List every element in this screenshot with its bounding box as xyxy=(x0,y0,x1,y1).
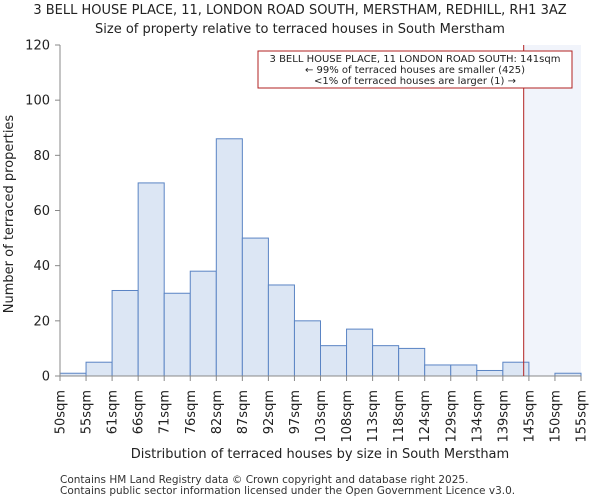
y-tick-label: 40 xyxy=(33,259,50,274)
x-tick-label: 129sqm xyxy=(444,390,459,443)
bar xyxy=(502,361,530,377)
bar xyxy=(476,369,504,377)
bar xyxy=(111,289,139,377)
chart-title: 3 BELL HOUSE PLACE, 11, LONDON ROAD SOUT… xyxy=(33,3,566,18)
x-tick-label: 108sqm xyxy=(340,390,355,443)
bars-group xyxy=(59,138,582,377)
annotation-line-3: <1% of terraced houses are larger (1) → xyxy=(314,76,516,87)
y-tick-label: 100 xyxy=(25,94,50,109)
x-tick-label: 97sqm xyxy=(288,390,303,434)
bar xyxy=(346,328,374,377)
x-tick-label: 113sqm xyxy=(366,390,381,443)
y-axis-label: Number of terraced properties xyxy=(2,115,17,314)
y-tick-label: 60 xyxy=(33,204,50,219)
bar xyxy=(85,361,113,377)
x-tick-label: 139sqm xyxy=(496,390,511,443)
x-tick-label: 124sqm xyxy=(418,390,433,443)
highlight-region xyxy=(523,45,581,376)
x-tick-label: 150sqm xyxy=(548,390,563,443)
annotation-line-1: 3 BELL HOUSE PLACE, 11 LONDON ROAD SOUTH… xyxy=(270,54,561,65)
bar xyxy=(189,270,217,377)
x-tick-label: 76sqm xyxy=(184,390,199,434)
bar xyxy=(320,345,348,377)
x-tick-label: 92sqm xyxy=(262,390,277,434)
x-tick-label: 71sqm xyxy=(158,390,173,434)
bar xyxy=(398,347,426,377)
x-tick-label: 145sqm xyxy=(522,390,537,443)
x-tick-label: 87sqm xyxy=(236,390,251,434)
bar xyxy=(267,284,295,377)
footer-line-1: Contains HM Land Registry data © Crown c… xyxy=(60,474,468,486)
annotation-box xyxy=(257,50,573,89)
bar xyxy=(163,292,191,377)
x-tick-label: 82sqm xyxy=(210,390,225,434)
x-tick-label: 55sqm xyxy=(80,390,95,434)
x-tick-label: 50sqm xyxy=(54,390,69,434)
chart-subtitle: Size of property relative to terraced ho… xyxy=(95,22,505,37)
bar xyxy=(450,364,478,377)
annotation-line-2: ← 99% of terraced houses are smaller (42… xyxy=(305,65,525,76)
x-tick-label: 103sqm xyxy=(314,390,329,443)
x-tick-label: 61sqm xyxy=(106,390,121,434)
bar xyxy=(293,320,322,377)
y-tick-label: 120 xyxy=(25,39,50,54)
y-tick-label: 20 xyxy=(33,314,50,329)
bar xyxy=(424,364,452,377)
x-tick-label: 134sqm xyxy=(470,390,485,443)
bar xyxy=(137,182,165,377)
y-tick-label: 80 xyxy=(33,149,50,164)
x-axis-ticks: 50sqm 55sqm 61sqm 66sqm 71sqm 76sqm 82sqm 87sqm… xyxy=(54,376,590,443)
bar xyxy=(372,345,400,377)
bar xyxy=(241,237,269,377)
footer-line-2: Contains public sector information licen… xyxy=(60,485,515,497)
x-tick-label: 66sqm xyxy=(132,390,147,434)
bar xyxy=(215,138,243,377)
x-tick-label: 155sqm xyxy=(575,390,590,443)
y-tick-label: 0 xyxy=(42,370,50,385)
y-axis-ticks: 0 20 40 60 80 100 120 xyxy=(25,39,60,385)
x-tick-label: 118sqm xyxy=(392,390,407,443)
x-axis-label: Distribution of terraced houses by size … xyxy=(131,447,509,462)
